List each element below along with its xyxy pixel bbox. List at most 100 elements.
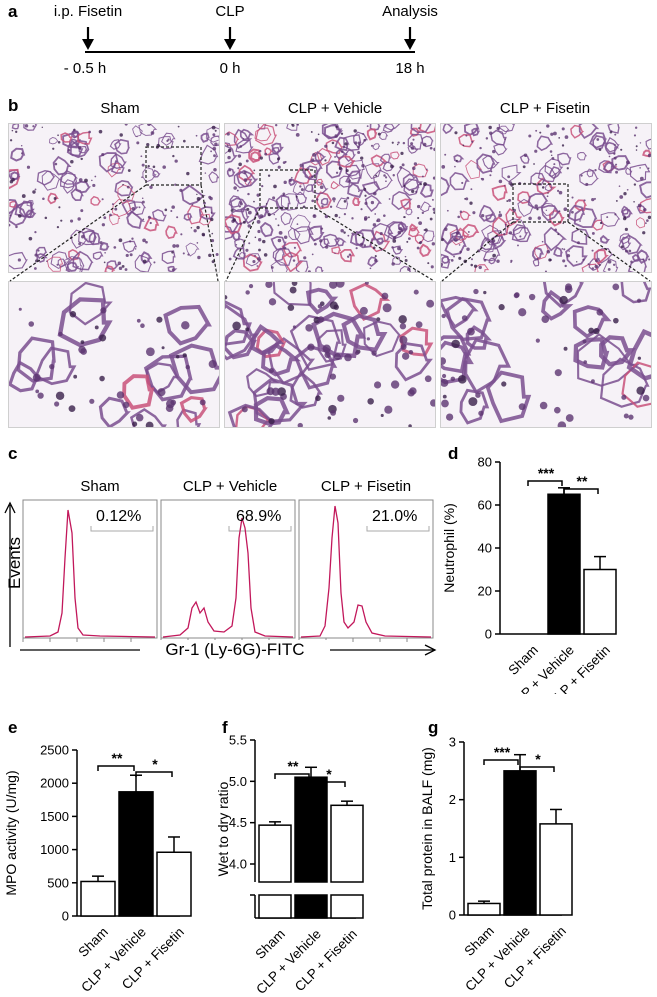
chart-e-ytick-label-1: 500 xyxy=(47,875,69,890)
chart-f-error-2 xyxy=(341,800,353,806)
chart-f-sig-label-0: ** xyxy=(288,758,299,774)
chart-g-y-ticks: 0 1 2 3 xyxy=(449,735,464,923)
chart-d-bar-1 xyxy=(547,493,581,635)
chart-d-sig-bracket-1: ** xyxy=(563,473,599,494)
chart-e-y-label: MPO activity (U/mg) xyxy=(3,770,19,895)
chart-f-ytick-label-2: 5.0 xyxy=(229,774,247,789)
flow-x-label: Gr-1 (Ly-6G)-FITC xyxy=(140,640,330,660)
chart-d-y-ticks: 0 20 40 60 80 xyxy=(478,455,500,642)
chart-f-bar-0-lower xyxy=(258,894,292,919)
zoom-guides xyxy=(9,146,651,282)
chart-e-bar-0 xyxy=(80,880,116,917)
zoom-box-fisetin xyxy=(512,183,569,223)
chart-f-bar-0 xyxy=(258,824,292,883)
chart-f-error-1 xyxy=(305,766,317,778)
chart-e-xtick-0: Sham xyxy=(75,924,111,960)
panel-label-d: d xyxy=(448,444,459,463)
histology-sham-low xyxy=(8,123,220,273)
timeline-arrow-analysis xyxy=(404,27,416,50)
histology-fisetin-low xyxy=(440,123,652,273)
flow-title-vehicle: CLP + Vehicle xyxy=(182,478,278,495)
panel-label-e: e xyxy=(8,718,18,737)
timeline-label-clp: CLP xyxy=(215,3,245,20)
zoom-box-sham xyxy=(145,146,202,186)
flow-y-label: Events xyxy=(5,537,24,589)
chart-g-sig-bracket-0: *** xyxy=(483,744,519,765)
panel-label-b: b xyxy=(8,96,19,115)
chart-f-ytick-label-1: 4.5 xyxy=(229,815,247,830)
flow-percent-fisetin: 21.0% xyxy=(372,508,418,525)
chart-f-bar-2-lower xyxy=(330,894,364,919)
chart-d-y-label: Neutrophil (%) xyxy=(441,503,457,592)
histology-vehicle-zoom xyxy=(224,281,436,428)
chart-d-sig-label-0: *** xyxy=(538,465,555,481)
chart-f-ytick-label-0: 4.0 xyxy=(229,857,247,872)
chart-f-bar-1-lower xyxy=(294,894,328,919)
flow-y-arrow xyxy=(4,501,16,647)
chart-e-ytick-label-4: 2000 xyxy=(40,776,69,791)
flow-gate-sham xyxy=(90,526,154,532)
histology-title-sham: Sham xyxy=(100,100,140,117)
chart-d-bar-2 xyxy=(583,568,617,635)
flow-frame-fisetin xyxy=(298,499,434,639)
chart-g-ytick-label-3: 3 xyxy=(449,735,456,750)
chart-g-bar-1 xyxy=(503,770,537,916)
timeline-arrow-clp xyxy=(224,27,236,50)
chart-g-bar-2 xyxy=(539,823,573,916)
flow-percent-sham: 0.12% xyxy=(96,508,142,525)
chart-e-error-0 xyxy=(92,875,104,882)
chart-e-ytick-label-5: 2500 xyxy=(40,743,69,758)
chart-f-sig-bracket-1: * xyxy=(310,766,346,787)
timeline-label-fisetin: i.p. Fisetin xyxy=(53,3,123,20)
chart-f-sig-bracket-0: ** xyxy=(274,758,310,779)
panel-label-g: g xyxy=(428,718,439,737)
chart-g-y-label: Total protein in BALF (mg) xyxy=(420,747,435,910)
timeline-axis xyxy=(82,27,416,53)
flow-curve-vehicle xyxy=(162,517,294,638)
chart-e-ytick-label-2: 1000 xyxy=(40,842,69,857)
chart-f-bar-1 xyxy=(294,776,328,883)
chart-e-sig-label-0: ** xyxy=(112,750,123,766)
chart-f-ytick-label-3: 5.5 xyxy=(229,733,247,748)
chart-e-ytick-label-3: 1500 xyxy=(40,809,69,824)
chart-g-ytick-label-0: 0 xyxy=(449,908,456,923)
chart-e-sig-bracket-1: * xyxy=(135,756,173,777)
histology-sham-zoom xyxy=(8,281,220,428)
chart-e-sig-bracket-0: ** xyxy=(97,750,135,771)
flow-percent-vehicle: 68.9% xyxy=(236,508,282,525)
timeline-time-18: 18 h xyxy=(395,60,425,77)
timeline-arrow-fisetin xyxy=(82,27,94,50)
chart-f-error-0 xyxy=(269,821,281,826)
timeline-time-minus05: - 0.5 h xyxy=(63,60,107,77)
flow-curve-fisetin xyxy=(300,505,432,638)
timeline-label-analysis: Analysis xyxy=(382,3,438,20)
panel-label-c: c xyxy=(8,444,18,463)
chart-g-bar-0 xyxy=(467,902,501,916)
chart-d-sig-bracket-0: *** xyxy=(527,465,563,486)
flow-gate-vehicle xyxy=(228,526,292,532)
chart-g-ytick-label-2: 2 xyxy=(449,792,456,807)
chart-d-ytick-label-2: 40 xyxy=(478,541,492,556)
chart-d-ytick-label-3: 60 xyxy=(478,498,492,513)
chart-e-sig-label-1: * xyxy=(152,756,158,772)
chart-e-ytick-label-0: 0 xyxy=(62,909,69,924)
flow-frame-sham xyxy=(22,499,158,639)
histology-title-vehicle: CLP + Vehicle xyxy=(287,100,383,117)
chart-g-sig-bracket-1: * xyxy=(519,751,555,772)
chart-d-error-2 xyxy=(594,555,606,570)
chart-e-y-ticks: 0 500 1000 1500 2000 2500 xyxy=(40,743,77,924)
flow-frame-vehicle xyxy=(160,499,296,639)
chart-d-sig-label-1: ** xyxy=(577,473,588,489)
chart-f-sig-label-1: * xyxy=(326,766,332,782)
chart-f-y-ticks: 4.0 4.5 5.0 5.5 xyxy=(229,733,255,872)
chart-e-bar-2 xyxy=(156,851,192,917)
chart-g-sig-label-1: * xyxy=(535,751,541,767)
flow-title-sham: Sham xyxy=(80,478,120,495)
zoom-box-vehicle xyxy=(259,169,316,209)
chart-d-ytick-label-1: 20 xyxy=(478,584,492,599)
chart-g-sig-label-0: *** xyxy=(494,744,511,760)
